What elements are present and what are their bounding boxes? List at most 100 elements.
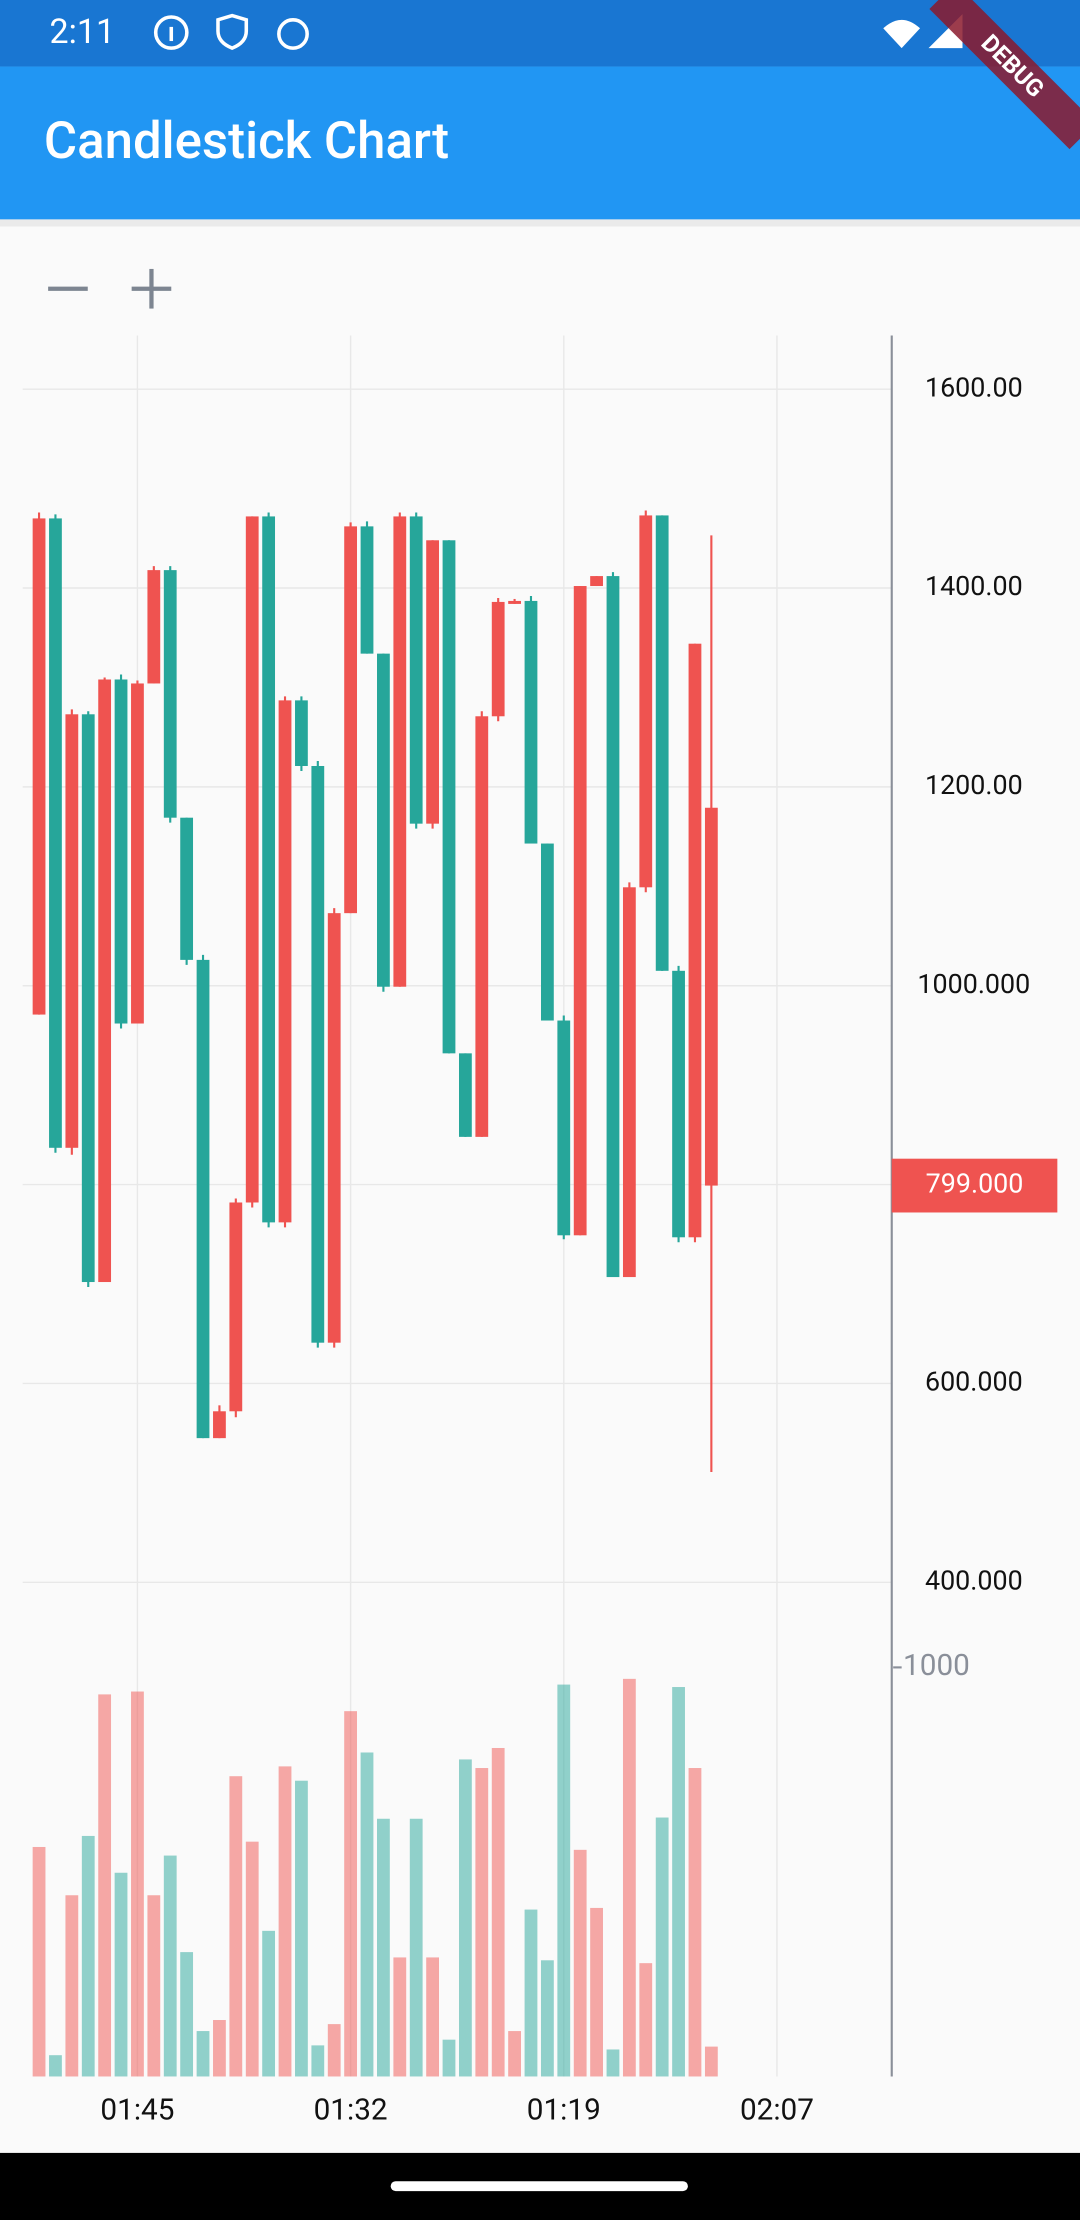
candle-body [393,516,407,987]
candle-body [65,714,79,1148]
volume-bar [295,1780,308,2077]
last-price-label: 799.000 [926,1168,1024,1200]
candle-body [32,518,46,1015]
candle-body [524,600,538,844]
candle-body [147,570,161,684]
candle-body [327,913,341,1343]
volume-bar [344,1711,358,2077]
volume-bar [278,1766,292,2077]
candle-body [131,683,144,1024]
candle-body [49,518,62,1148]
candle-body [622,887,636,1278]
candle-body [311,765,325,1343]
candle-body [508,600,521,604]
volume-bar [229,1776,243,2077]
candle-body [180,817,194,960]
volume-bar [81,1835,95,2077]
y-tick-label: 1000.000 [917,968,1030,1000]
x-tick-label: 01:32 [314,2093,388,2128]
volume-bar [688,1768,702,2077]
volume-bar [196,2031,210,2077]
volume-bar [65,1895,79,2077]
volume-bar [163,1855,177,2077]
candle-body [672,970,685,1238]
volume-bar [557,1684,571,2077]
zoom-in-button[interactable] [122,263,179,314]
zoom-out-button[interactable] [40,263,97,314]
volume-bar [180,1952,194,2077]
volume-bar [508,2031,521,2077]
candle-body [196,959,210,1439]
candle-body [475,716,489,1137]
wifi-icon [883,19,921,49]
y-tick-label: 1400.00 [925,570,1023,602]
candle-body [540,843,554,1021]
candle-body [409,516,423,824]
volume-bar [655,1817,669,2077]
candle-body [573,586,587,1236]
candle-body [98,679,112,1283]
candle-body [458,1053,472,1137]
home-indicator [390,2181,688,2192]
volume-bar [491,1747,505,2077]
candle-body [377,653,390,987]
volume-bar [672,1687,685,2077]
x-tick-label: 02:07 [740,2093,814,2128]
volume-bar [377,1818,390,2077]
volume-bar [327,2024,341,2077]
volume-bar [639,1963,653,2077]
volume-bar [540,1960,554,2077]
candlestick-chart: 01:4501:3201:1902:07400.000600.000800.00… [22,335,1058,2128]
candle-body [262,516,276,1223]
volume-bar [458,1759,472,2077]
volume-bar [245,1841,259,2077]
candle-body [278,700,292,1223]
volume-bar [622,1678,636,2077]
y-tick-label: 1200.00 [925,769,1023,801]
x-tick-label: 01:19 [527,2093,601,2128]
last-price-marker [891,1158,1058,1213]
candle-body [639,515,653,888]
app-bar [0,66,1080,220]
app-title: Candlestick Chart [44,112,449,171]
y-tick-label: 1600.00 [925,371,1023,403]
y-tick-label: 600.000 [925,1366,1023,1398]
status-bar [0,0,1080,67]
y-tick-label: 400.000 [925,1564,1023,1596]
debug-ribbon-band [929,0,1080,150]
volume-bar [475,1768,489,2077]
volume-bar [131,1691,144,2077]
volume-bar [311,2045,325,2077]
volume-bar [49,2055,62,2077]
candle-body [491,601,505,717]
volume-bar [590,1907,603,2077]
x-tick-label: 01:45 [100,2093,174,2128]
candle-body [655,515,669,971]
volume-bar [114,1872,128,2077]
candle-body [163,570,177,818]
candle-body [557,1020,571,1236]
volume-bar [147,1895,161,2077]
volume-bar [426,1957,439,2077]
status-icons [153,13,309,51]
volume-bar [262,1930,276,2077]
candle-body [344,526,358,914]
volume-bar [606,2049,620,2077]
candle-body [442,540,456,1054]
candle-body [81,714,95,1283]
candle-body [688,643,702,1238]
candle-body [606,576,620,1278]
volume-bar [704,2046,718,2077]
volume-bar [442,2039,456,2077]
volume-bar [32,1846,46,2077]
candle-body [213,1411,226,1439]
volume-bar [98,1694,112,2077]
volume-bar [524,1909,538,2077]
candle-body [295,700,308,766]
volume-bar [360,1752,374,2077]
volume-bar [393,1957,407,2077]
candle-body [229,1202,243,1412]
status-time: 2:11 [50,12,116,52]
